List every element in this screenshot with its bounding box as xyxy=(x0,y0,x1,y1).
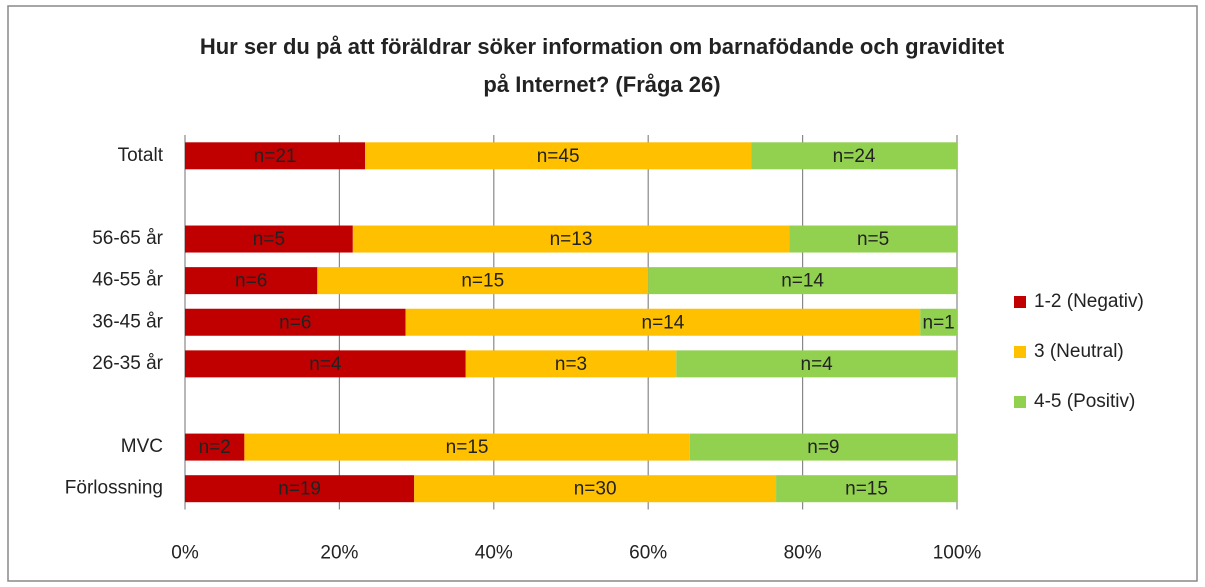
legend-swatch xyxy=(1014,396,1026,408)
y-tick-label: 56-65 år xyxy=(92,228,163,249)
bar-segment xyxy=(185,350,466,378)
data-label: n=5 xyxy=(253,229,285,250)
data-label: n=15 xyxy=(845,479,888,500)
x-tick-label: 20% xyxy=(320,543,358,564)
y-tick-label: MVC xyxy=(121,436,163,457)
data-label: n=3 xyxy=(555,354,587,375)
data-label: n=14 xyxy=(781,271,824,292)
data-label: n=1 xyxy=(923,312,955,333)
data-label: n=5 xyxy=(857,229,889,250)
bar-segment xyxy=(648,267,957,295)
y-tick-label: 46-55 år xyxy=(92,270,163,291)
legend-swatch xyxy=(1014,346,1026,358)
data-label: n=6 xyxy=(279,312,311,333)
y-tick-label: Totalt xyxy=(118,145,164,166)
chart-title: på Internet? (Fråga 26) xyxy=(483,72,720,97)
x-tick-label: 40% xyxy=(475,543,513,564)
y-tick-label: 36-45 år xyxy=(92,311,163,332)
bar-segment xyxy=(405,308,921,336)
data-label: n=24 xyxy=(833,146,876,167)
data-label: n=6 xyxy=(235,271,267,292)
bar-segment xyxy=(414,475,777,503)
bar-segment xyxy=(676,350,957,378)
bar-segment xyxy=(185,433,245,461)
data-label: n=2 xyxy=(199,437,231,458)
data-label: n=15 xyxy=(446,437,489,458)
data-label: n=4 xyxy=(309,354,342,375)
bar-segment xyxy=(751,142,957,170)
data-label: n=30 xyxy=(574,479,617,500)
data-label: n=19 xyxy=(278,479,321,500)
bar-segment xyxy=(689,433,957,461)
bar-segment xyxy=(465,350,677,378)
chart-title: Hur ser du på att föräldrar söker inform… xyxy=(200,34,1005,59)
bar-segment xyxy=(185,142,366,170)
bar-segment xyxy=(789,225,957,253)
bar-segment xyxy=(920,308,957,336)
y-tick-label: Förlossning xyxy=(65,478,163,499)
bar-segment xyxy=(317,267,649,295)
y-tick-label: 26-35 år xyxy=(92,353,163,374)
bar-segment xyxy=(185,225,353,253)
bar-segment xyxy=(244,433,690,461)
legend-label: 3 (Neutral) xyxy=(1034,341,1124,362)
x-tick-label: 0% xyxy=(171,543,199,564)
data-label: n=14 xyxy=(642,312,685,333)
bar-segment xyxy=(776,475,957,503)
bar-segment xyxy=(365,142,752,170)
x-tick-label: 80% xyxy=(784,543,822,564)
legend-label: 4-5 (Positiv) xyxy=(1034,391,1135,412)
data-label: n=9 xyxy=(807,437,839,458)
x-tick-label: 60% xyxy=(629,543,667,564)
data-label: n=4 xyxy=(801,354,834,375)
data-label: n=21 xyxy=(254,146,297,167)
legend-swatch xyxy=(1014,296,1026,308)
legend-label: 1-2 (Negativ) xyxy=(1034,291,1144,312)
bar-segment xyxy=(185,267,318,295)
data-label: n=13 xyxy=(550,229,593,250)
bar-segment xyxy=(185,475,415,503)
bar-segment xyxy=(185,308,406,336)
data-label: n=15 xyxy=(461,271,504,292)
x-tick-label: 100% xyxy=(933,543,982,564)
data-label: n=45 xyxy=(537,146,580,167)
bar-segment xyxy=(352,225,790,253)
